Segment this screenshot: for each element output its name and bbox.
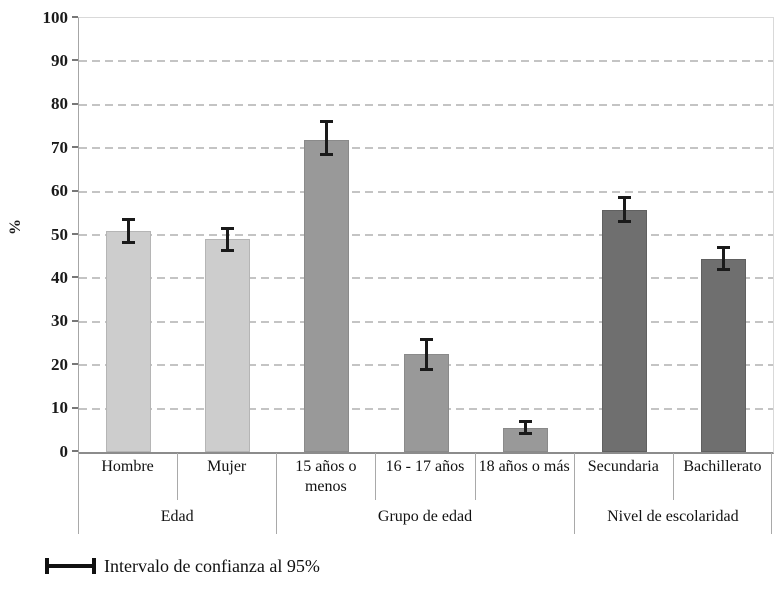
y-tick-label-90: 90	[51, 50, 68, 70]
y-tick-mark-50	[72, 233, 78, 235]
error-bar-cap-bottom-mujer	[221, 248, 235, 252]
x-axis-labels: Hombre Mujer 15 años o menos 16 - 17 años 18 …	[78, 453, 773, 535]
y-tick-label-20: 20	[51, 354, 68, 374]
error-bar-secundaria	[622, 197, 626, 222]
y-tick-label-30: 30	[51, 311, 68, 331]
error-bar-hombre	[127, 218, 131, 243]
legend-label: Intervalo de confianza al 95%	[104, 555, 320, 576]
y-tick-mark-40	[72, 276, 78, 279]
category-label-line: menos	[304, 478, 347, 495]
gridline-50	[79, 234, 773, 236]
bar-secundaria	[601, 209, 647, 452]
y-tick-mark-30	[72, 319, 78, 322]
error-bar-cap-top-18-años-o-más	[518, 419, 532, 423]
y-tick-mark-70	[72, 146, 78, 149]
gridline-90	[79, 60, 773, 63]
confidence-interval-icon	[45, 558, 96, 574]
y-tick-label-40: 40	[51, 267, 68, 287]
bar-hombre	[106, 230, 152, 452]
error-bar-18-años-o-más	[523, 420, 527, 435]
category-label-secundaria: Secundaria	[574, 457, 673, 477]
y-tick-mark-60	[72, 189, 78, 192]
legend: Intervalo de confianza al 95%	[45, 553, 320, 579]
y-tick-label-50: 50	[51, 224, 68, 244]
error-bar-cap-bottom-hombre	[122, 240, 136, 244]
gridline-40	[79, 277, 773, 280]
error-bar-cap-top-bachillerato	[716, 245, 730, 249]
error-bar-cap-top-mujer	[221, 227, 235, 231]
category-label-line: Secundaria	[587, 458, 659, 475]
error-bar-cap-bottom-bachillerato	[716, 267, 730, 271]
y-tick-label-10: 10	[51, 398, 68, 418]
y-tick-label-70: 70	[51, 137, 68, 157]
legend-icon-right-cap	[92, 558, 96, 574]
error-bar-cap-bottom-secundaria	[617, 219, 631, 223]
bar-bachillerato	[700, 258, 746, 452]
error-bar-bachillerato	[721, 246, 725, 270]
y-tick-label-80: 80	[51, 94, 68, 114]
gridline-30	[79, 320, 773, 323]
group-label-edad: Edad	[160, 508, 194, 525]
gridline-80	[79, 103, 773, 106]
error-bar-cap-top-hombre	[122, 217, 136, 221]
axis-separator-1	[177, 453, 179, 500]
category-label-line: Bachillerato	[683, 458, 762, 475]
error-bar-cap-bottom-18-años-o-más	[518, 432, 532, 436]
group-label-grupo-de-edad: Grupo de edad	[377, 508, 473, 525]
error-bar-cap-top-secundaria	[617, 196, 631, 200]
error-bar-15-años-o-menos	[325, 121, 329, 156]
category-label-18-años-o-más: 18 años o más	[475, 457, 574, 477]
axis-separator-4	[474, 453, 476, 500]
y-tick-mark-0	[72, 450, 78, 452]
gridline-70	[79, 147, 773, 150]
axis-separator-2	[276, 453, 278, 534]
category-label-bachillerato: Bachillerato	[673, 457, 772, 477]
axis-separator-6	[672, 453, 674, 500]
legend-icon-line	[45, 564, 96, 568]
axis-separator-0	[78, 453, 79, 534]
y-tick-label-60: 60	[51, 181, 68, 201]
category-label-mujer: Mujer	[177, 457, 276, 477]
y-tick-mark-90	[72, 59, 78, 62]
error-bar-16-17-años	[424, 339, 428, 370]
error-bar-cap-top-16-17-años	[419, 338, 433, 342]
y-tick-mark-10	[72, 406, 78, 409]
y-tick-mark-100	[72, 16, 78, 18]
error-bar-mujer	[226, 228, 230, 251]
bar-15-años-o-menos	[304, 139, 350, 452]
category-label-line: 18 años o más	[478, 458, 570, 475]
category-label-line: Hombre	[101, 458, 154, 475]
bar-mujer	[205, 239, 251, 452]
category-label-hombre: Hombre	[78, 457, 177, 477]
error-bar-cap-bottom-16-17-años	[419, 367, 433, 371]
category-label-16-17-años: 16 - 17 años	[375, 457, 474, 477]
axis-separator-7	[771, 453, 772, 534]
category-label-line: 15 años o	[295, 458, 357, 475]
category-label-line: Mujer	[207, 458, 247, 475]
y-tick-label-100: 100	[42, 7, 69, 27]
y-tick-mark-20	[72, 363, 78, 366]
gridline-60	[79, 190, 773, 193]
y-tick-mark-80	[72, 102, 78, 105]
category-label-line: 16 - 17 años	[385, 458, 465, 475]
error-bar-cap-bottom-15-años-o-menos	[320, 153, 334, 157]
error-bar-cap-top-15-años-o-menos	[320, 120, 334, 124]
y-tick-label-0: 0	[59, 441, 69, 461]
category-label-15-años-o-menos: 15 años o menos	[276, 457, 375, 497]
axis-separator-3	[375, 453, 377, 500]
axis-separator-5	[573, 453, 575, 534]
plot-area	[78, 17, 774, 454]
group-label-nivel-de-escolaridad: Nivel de escolaridad	[607, 508, 739, 525]
